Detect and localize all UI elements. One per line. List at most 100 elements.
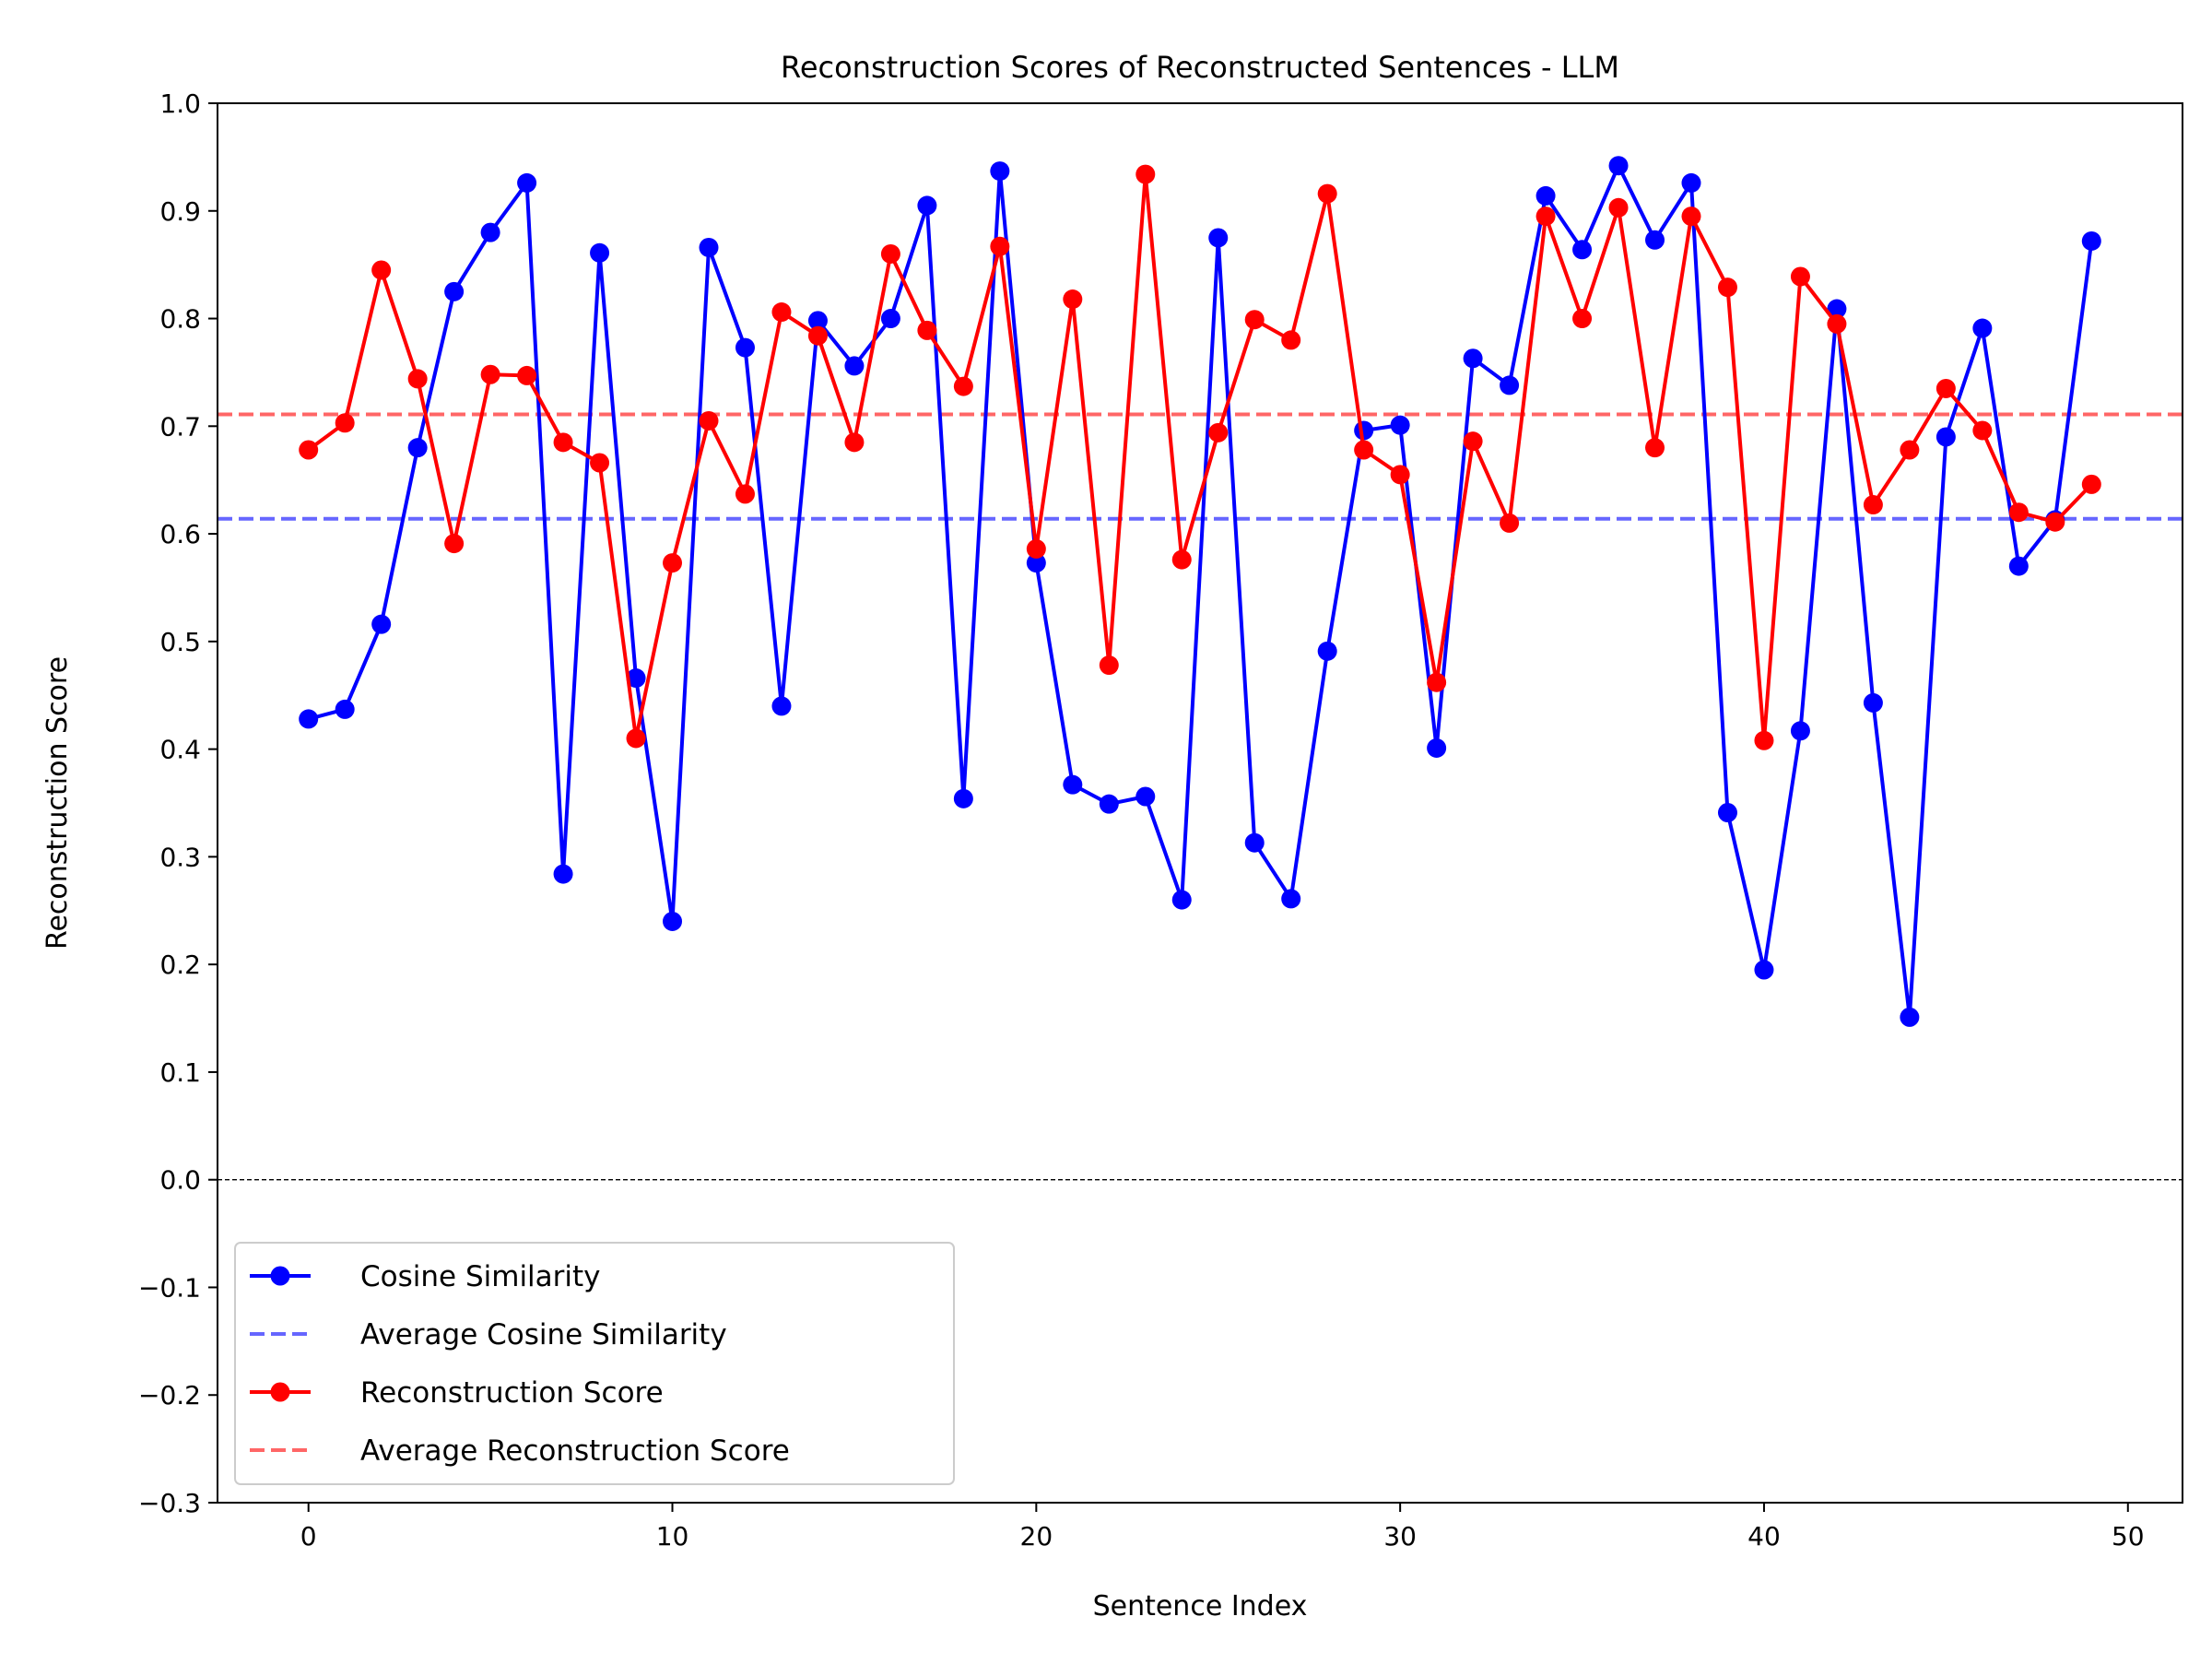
series-1-point-40	[1754, 730, 1774, 750]
axis-ticks-layer: 0 10 20 30 40 50 −0.3 −0.2 −0.1 0.0 0.1 0.2 0.3 0.4 0.…	[138, 89, 2145, 1552]
x-tick-label: 50	[2112, 1521, 2145, 1552]
y-tick-label: 0.2	[159, 950, 201, 980]
series-0-point-22	[1099, 794, 1119, 814]
series-0-point-31	[1427, 738, 1447, 758]
series-1-point-19	[990, 236, 1010, 256]
series-0-point-19	[990, 161, 1010, 182]
series-0-point-32	[1463, 348, 1483, 369]
y-axis-label: Reconstruction Score	[41, 656, 74, 950]
x-tick-label: 40	[1747, 1521, 1781, 1552]
series-1-point-46	[1972, 420, 1993, 441]
legend-item-0: Cosine Similarity	[250, 1260, 601, 1293]
series-1-point-10	[663, 553, 683, 573]
series-0-point-20	[1026, 553, 1046, 573]
series-0-point-17	[917, 195, 937, 216]
y-tick-label: −0.3	[138, 1488, 201, 1518]
series-0-point-24	[1171, 890, 1192, 910]
series-1-point-12	[735, 484, 755, 504]
y-tick-label: 0.6	[159, 519, 201, 549]
series-0-point-16	[880, 309, 900, 329]
series-1-point-22	[1099, 655, 1119, 676]
series-0-point-36	[1608, 156, 1629, 176]
series-0-point-11	[699, 237, 719, 257]
legend-item-3: Average Reconstruction Score	[250, 1434, 790, 1468]
series-1-point-28	[1317, 183, 1337, 204]
y-tick-label: −0.2	[138, 1380, 201, 1410]
y-tick-label: 0.8	[159, 304, 201, 335]
legend-box	[234, 1242, 955, 1485]
y-tick-label: 0.5	[159, 627, 201, 657]
series-0-point-44	[1900, 1007, 1920, 1027]
y-tick-label: 0.0	[159, 1165, 201, 1196]
series-1-point-26	[1244, 310, 1265, 330]
series-0-point-49	[2081, 230, 2101, 251]
series-1-point-15	[844, 432, 865, 453]
series-1-point-41	[1790, 266, 1810, 287]
series-1-point-0	[299, 440, 319, 460]
series-1-point-49	[2081, 474, 2101, 494]
series-0-point-35	[1572, 240, 1593, 260]
series-1-point-23	[1135, 164, 1156, 184]
series-0-point-27	[1281, 889, 1301, 909]
series-0-point-10	[663, 911, 683, 931]
legend-item-1: Average Cosine Similarity	[250, 1318, 727, 1351]
series-1-point-48	[2045, 512, 2065, 532]
series-1-point-39	[1717, 277, 1737, 298]
series-0-point-43	[1863, 692, 1883, 713]
series-1-point-33	[1500, 513, 1520, 533]
series-0-point-26	[1244, 832, 1265, 853]
series-1-point-44	[1900, 440, 1920, 460]
series-1-point-36	[1608, 197, 1629, 218]
series-1-point-35	[1572, 309, 1593, 329]
series-1-point-31	[1427, 672, 1447, 692]
series-1-point-6	[517, 365, 537, 385]
series-1-point-11	[699, 410, 719, 431]
series-1-point-21	[1063, 289, 1083, 310]
series-0-point-47	[2008, 556, 2029, 576]
series-0-point-6	[517, 172, 537, 193]
series-1-point-17	[917, 320, 937, 340]
series-1-point-24	[1171, 549, 1192, 570]
series-0-point-39	[1717, 803, 1737, 823]
series-1-point-8	[590, 453, 610, 473]
series-1-point-27	[1281, 330, 1301, 350]
series-0-point-8	[590, 242, 610, 263]
legend-marker-swatch	[270, 1266, 290, 1286]
series-1-point-20	[1026, 538, 1046, 559]
series-0-point-12	[735, 337, 755, 358]
series-0-point-40	[1754, 960, 1774, 980]
y-tick-label: 0.9	[159, 196, 201, 227]
series-0-point-34	[1535, 185, 1556, 206]
y-tick-label: 0.4	[159, 735, 201, 765]
series-1-point-5	[480, 364, 500, 384]
series-0-point-21	[1063, 774, 1083, 795]
series-0-point-45	[1936, 427, 1956, 447]
x-tick-label: 10	[656, 1521, 689, 1552]
legend-label: Average Reconstruction Score	[360, 1434, 790, 1468]
series-0-point-4	[444, 281, 465, 301]
series-0-point-13	[771, 696, 792, 716]
series-1-point-18	[953, 376, 973, 396]
legend-marker-swatch	[270, 1382, 290, 1402]
series-1-point-34	[1535, 207, 1556, 227]
series-1-point-45	[1936, 378, 1956, 398]
series-1-point-32	[1463, 431, 1483, 452]
plot-series-layer	[218, 156, 2183, 1181]
y-tick-label: 0.1	[159, 1057, 201, 1088]
x-tick-label: 20	[1020, 1521, 1053, 1552]
series-0-point-9	[626, 668, 646, 689]
series-1-point-16	[880, 243, 900, 264]
series-1-point-9	[626, 728, 646, 749]
series-0-point-25	[1208, 228, 1229, 248]
chart-title: Reconstruction Scores of Reconstructed S…	[781, 50, 1619, 85]
series-1-point-1	[335, 413, 355, 433]
series-1-point-37	[1645, 438, 1665, 458]
legend: Cosine Similarity Average Cosine Similari…	[234, 1242, 955, 1485]
series-1-point-47	[2008, 502, 2029, 523]
series-1-point-38	[1681, 207, 1701, 227]
series-1-point-4	[444, 534, 465, 554]
series-0-point-0	[299, 709, 319, 729]
series-0-point-7	[553, 864, 573, 884]
series-0-point-41	[1790, 721, 1810, 741]
